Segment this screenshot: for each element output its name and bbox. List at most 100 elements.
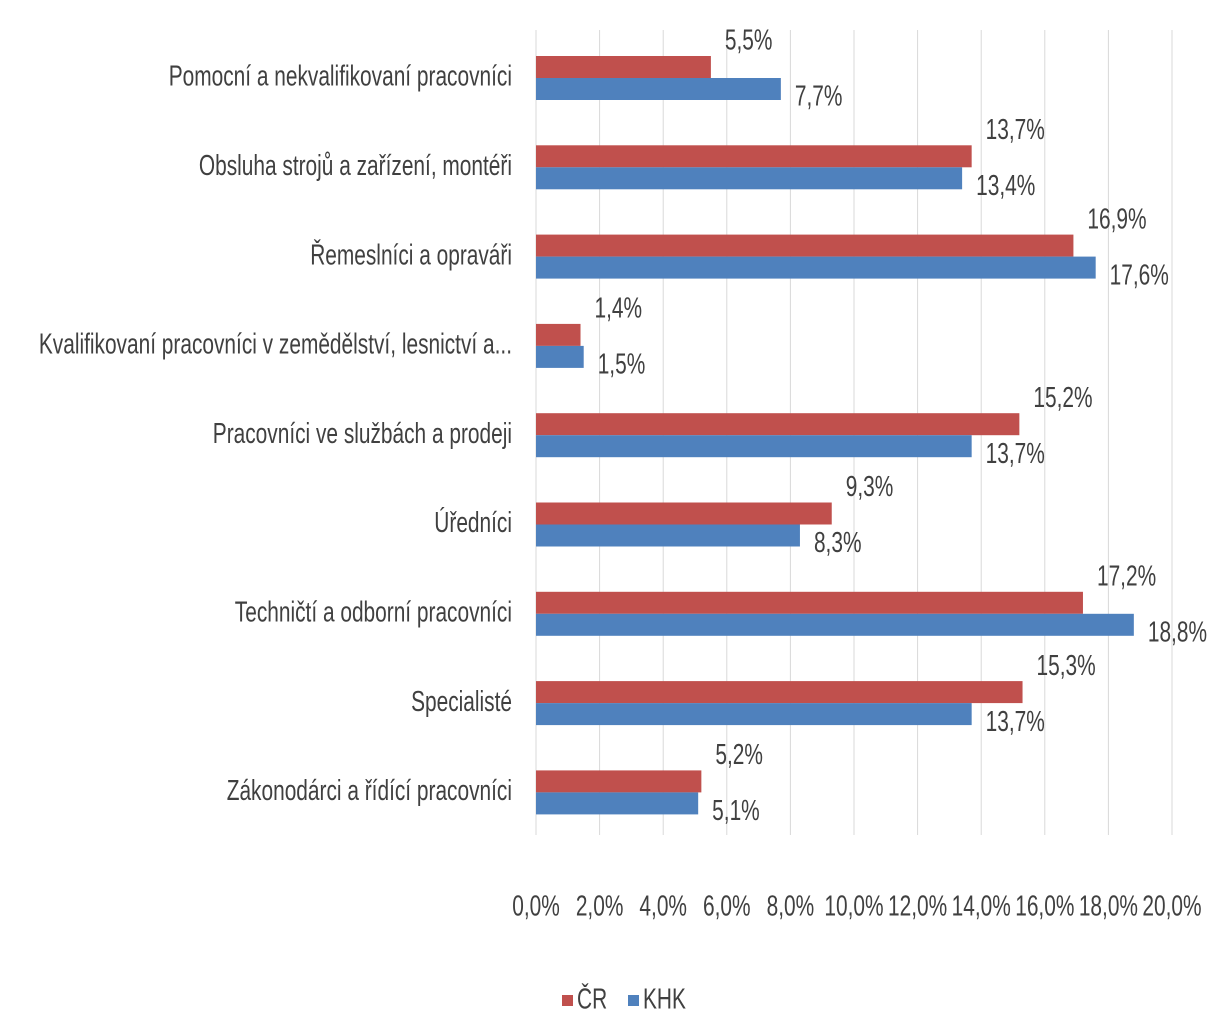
data-label: 17,2% <box>1097 560 1156 592</box>
data-label-group: 16,9% <box>1087 203 1146 235</box>
x-tick-label-group: 18,0% <box>1079 890 1138 922</box>
category-label: Specialisté <box>411 686 512 718</box>
x-tick-label: 0,0% <box>512 890 560 922</box>
category-label: Zákonodárci a řídící pracovníci <box>227 775 512 807</box>
data-label-group: 5,2% <box>715 739 763 771</box>
data-label-group: 13,7% <box>986 706 1045 738</box>
bar <box>536 792 699 815</box>
category-label-group: Řemeslníci a opraváři <box>310 238 512 271</box>
data-label: 13,7% <box>986 114 1045 146</box>
x-tick-label-group: 8,0% <box>767 890 815 922</box>
x-tick-label-group: 16,0% <box>1015 890 1074 922</box>
bar <box>536 413 1020 436</box>
category-label-group: Specialisté <box>411 686 512 718</box>
data-label-group: 15,2% <box>1033 382 1092 414</box>
data-label-group: 13,7% <box>986 114 1045 146</box>
data-label: 13,7% <box>986 706 1045 738</box>
x-tick-label: 12,0% <box>888 890 947 922</box>
x-tick-label-group: 2,0% <box>576 890 624 922</box>
category-label-group: Techničtí a odborní pracovníci <box>235 596 512 628</box>
x-tick-label-group: 6,0% <box>703 890 751 922</box>
data-label-group: 13,7% <box>986 438 1045 470</box>
data-label: 1,4% <box>595 292 643 324</box>
bar <box>536 435 972 458</box>
data-label: 7,7% <box>795 80 843 112</box>
x-tick-label: 18,0% <box>1079 890 1138 922</box>
data-label-group: 5,5% <box>725 24 773 56</box>
x-tick-label-group: 14,0% <box>952 890 1011 922</box>
data-label-group: 17,6% <box>1110 259 1169 291</box>
x-tick-label: 20,0% <box>1142 890 1201 922</box>
category-label-group: Obsluha strojů a zařízení, montéři <box>199 150 512 182</box>
data-label: 5,2% <box>715 739 763 771</box>
x-tick-label: 2,0% <box>576 890 624 922</box>
data-label: 18,8% <box>1148 616 1207 648</box>
data-label: 5,1% <box>712 795 760 827</box>
bar <box>536 167 963 190</box>
bar <box>536 524 800 547</box>
data-label-group: 1,4% <box>595 292 643 324</box>
category-label: Techničtí a odborní pracovníci <box>235 596 512 628</box>
x-tick-label-group: 0,0% <box>512 890 560 922</box>
data-label: 13,4% <box>976 170 1035 202</box>
data-label: 5,5% <box>725 24 773 56</box>
bar <box>536 770 702 793</box>
data-label: 15,3% <box>1037 650 1096 682</box>
bar <box>536 345 584 368</box>
category-label: Pomocní a nekvalifikovaní pracovníci <box>169 60 512 92</box>
x-tick-label-group: 12,0% <box>888 890 947 922</box>
x-tick-label: 10,0% <box>824 890 883 922</box>
bar <box>536 681 1023 704</box>
category-label-group: Pracovníci ve službách a prodeji <box>213 418 512 450</box>
data-label: 16,9% <box>1087 203 1146 235</box>
category-label: Úředníci <box>434 506 512 539</box>
data-label-group: 7,7% <box>795 80 843 112</box>
category-label-group: Úředníci <box>434 506 512 539</box>
category-label: Obsluha strojů a zařízení, montéři <box>199 150 512 182</box>
data-label-group: 1,5% <box>598 348 646 380</box>
legend-label: KHK <box>643 983 686 1015</box>
bar <box>536 234 1074 257</box>
data-label-group: 13,4% <box>976 170 1035 202</box>
data-label: 17,6% <box>1110 259 1169 291</box>
data-label: 8,3% <box>814 527 862 559</box>
bar <box>536 703 972 726</box>
data-label: 1,5% <box>598 348 646 380</box>
category-label: Kvalifikovaní pracovníci v zemědělství, … <box>39 328 512 360</box>
legend-swatch <box>562 995 573 1006</box>
bar <box>536 256 1096 279</box>
x-tick-label: 6,0% <box>703 890 751 922</box>
x-tick-label-group: 10,0% <box>824 890 883 922</box>
data-label-group: 8,3% <box>814 527 862 559</box>
x-tick-label: 8,0% <box>767 890 815 922</box>
category-label-group: Pomocní a nekvalifikovaní pracovníci <box>169 60 512 92</box>
x-tick-label-group: 20,0% <box>1142 890 1201 922</box>
bar <box>536 613 1134 636</box>
bar <box>536 145 972 168</box>
bar <box>536 56 711 78</box>
data-label: 15,2% <box>1033 382 1092 414</box>
category-label-group: Zákonodárci a řídící pracovníci <box>227 775 512 807</box>
x-tick-label-group: 4,0% <box>639 890 687 922</box>
bar <box>536 502 832 525</box>
bar <box>536 78 781 100</box>
data-label: 9,3% <box>846 471 894 503</box>
legend-label: ČR <box>577 982 607 1015</box>
category-label-group: Kvalifikovaní pracovníci v zemědělství, … <box>39 328 512 360</box>
category-label: Řemeslníci a opraváři <box>310 238 512 271</box>
data-label: 13,7% <box>986 438 1045 470</box>
legend-label-group: ČR <box>577 982 607 1015</box>
legend-swatch <box>628 995 639 1006</box>
data-label-group: 17,2% <box>1097 560 1156 592</box>
data-label-group: 15,3% <box>1037 650 1096 682</box>
data-label-group: 18,8% <box>1148 616 1207 648</box>
data-label-group: 5,1% <box>712 795 760 827</box>
data-label-group: 9,3% <box>846 471 894 503</box>
x-tick-label: 14,0% <box>952 890 1011 922</box>
x-tick-label: 16,0% <box>1015 890 1074 922</box>
bar <box>536 591 1083 614</box>
x-tick-label: 4,0% <box>639 890 687 922</box>
bar <box>536 323 581 346</box>
category-label: Pracovníci ve službách a prodeji <box>213 418 512 450</box>
